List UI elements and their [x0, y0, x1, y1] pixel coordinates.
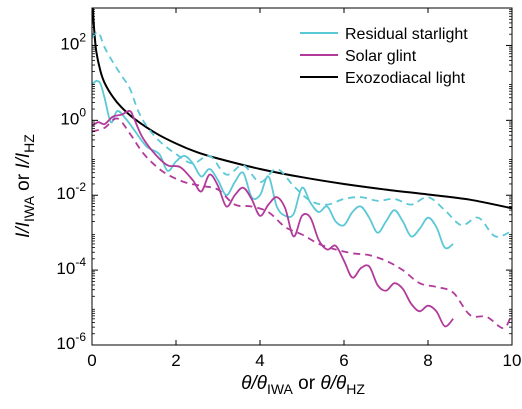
x-tick-label: 8 — [423, 351, 432, 370]
axis-ticks: 0 2 4 6 8 10 10-6 10-4 10-2 100 102 — [56, 8, 521, 370]
y-axis-label: I/IIWA or I/IHZ — [13, 134, 37, 238]
x-axis-label: θ/θIWA or θ/θHZ — [241, 373, 365, 397]
y-tick-label: 10-6 — [56, 330, 86, 353]
y-tick-label: 100 — [60, 105, 86, 128]
legend: Residual starlight Solar glint Exozodiacal… — [300, 26, 468, 87]
x-tick-label: 2 — [171, 351, 180, 370]
x-tick-label: 10 — [503, 351, 522, 370]
series-line-3 — [92, 110, 454, 328]
legend-label: Solar glint — [345, 48, 417, 65]
series-layer — [92, 8, 512, 329]
series-line-4 — [92, 117, 512, 329]
y-tick-label: 102 — [60, 30, 86, 53]
series-line-0 — [92, 8, 512, 210]
x-tick-label: 4 — [255, 351, 264, 370]
y-tick-label: 10-4 — [56, 255, 86, 278]
series-line-1 — [92, 80, 454, 250]
legend-label: Residual starlight — [345, 26, 468, 43]
x-tick-label: 0 — [87, 351, 96, 370]
plot-frame — [91, 7, 513, 346]
x-tick-label: 6 — [339, 351, 348, 370]
series-line-2 — [92, 31, 512, 238]
y-tick-label: 10-2 — [56, 180, 86, 203]
legend-label: Exozodiacal light — [345, 70, 466, 87]
